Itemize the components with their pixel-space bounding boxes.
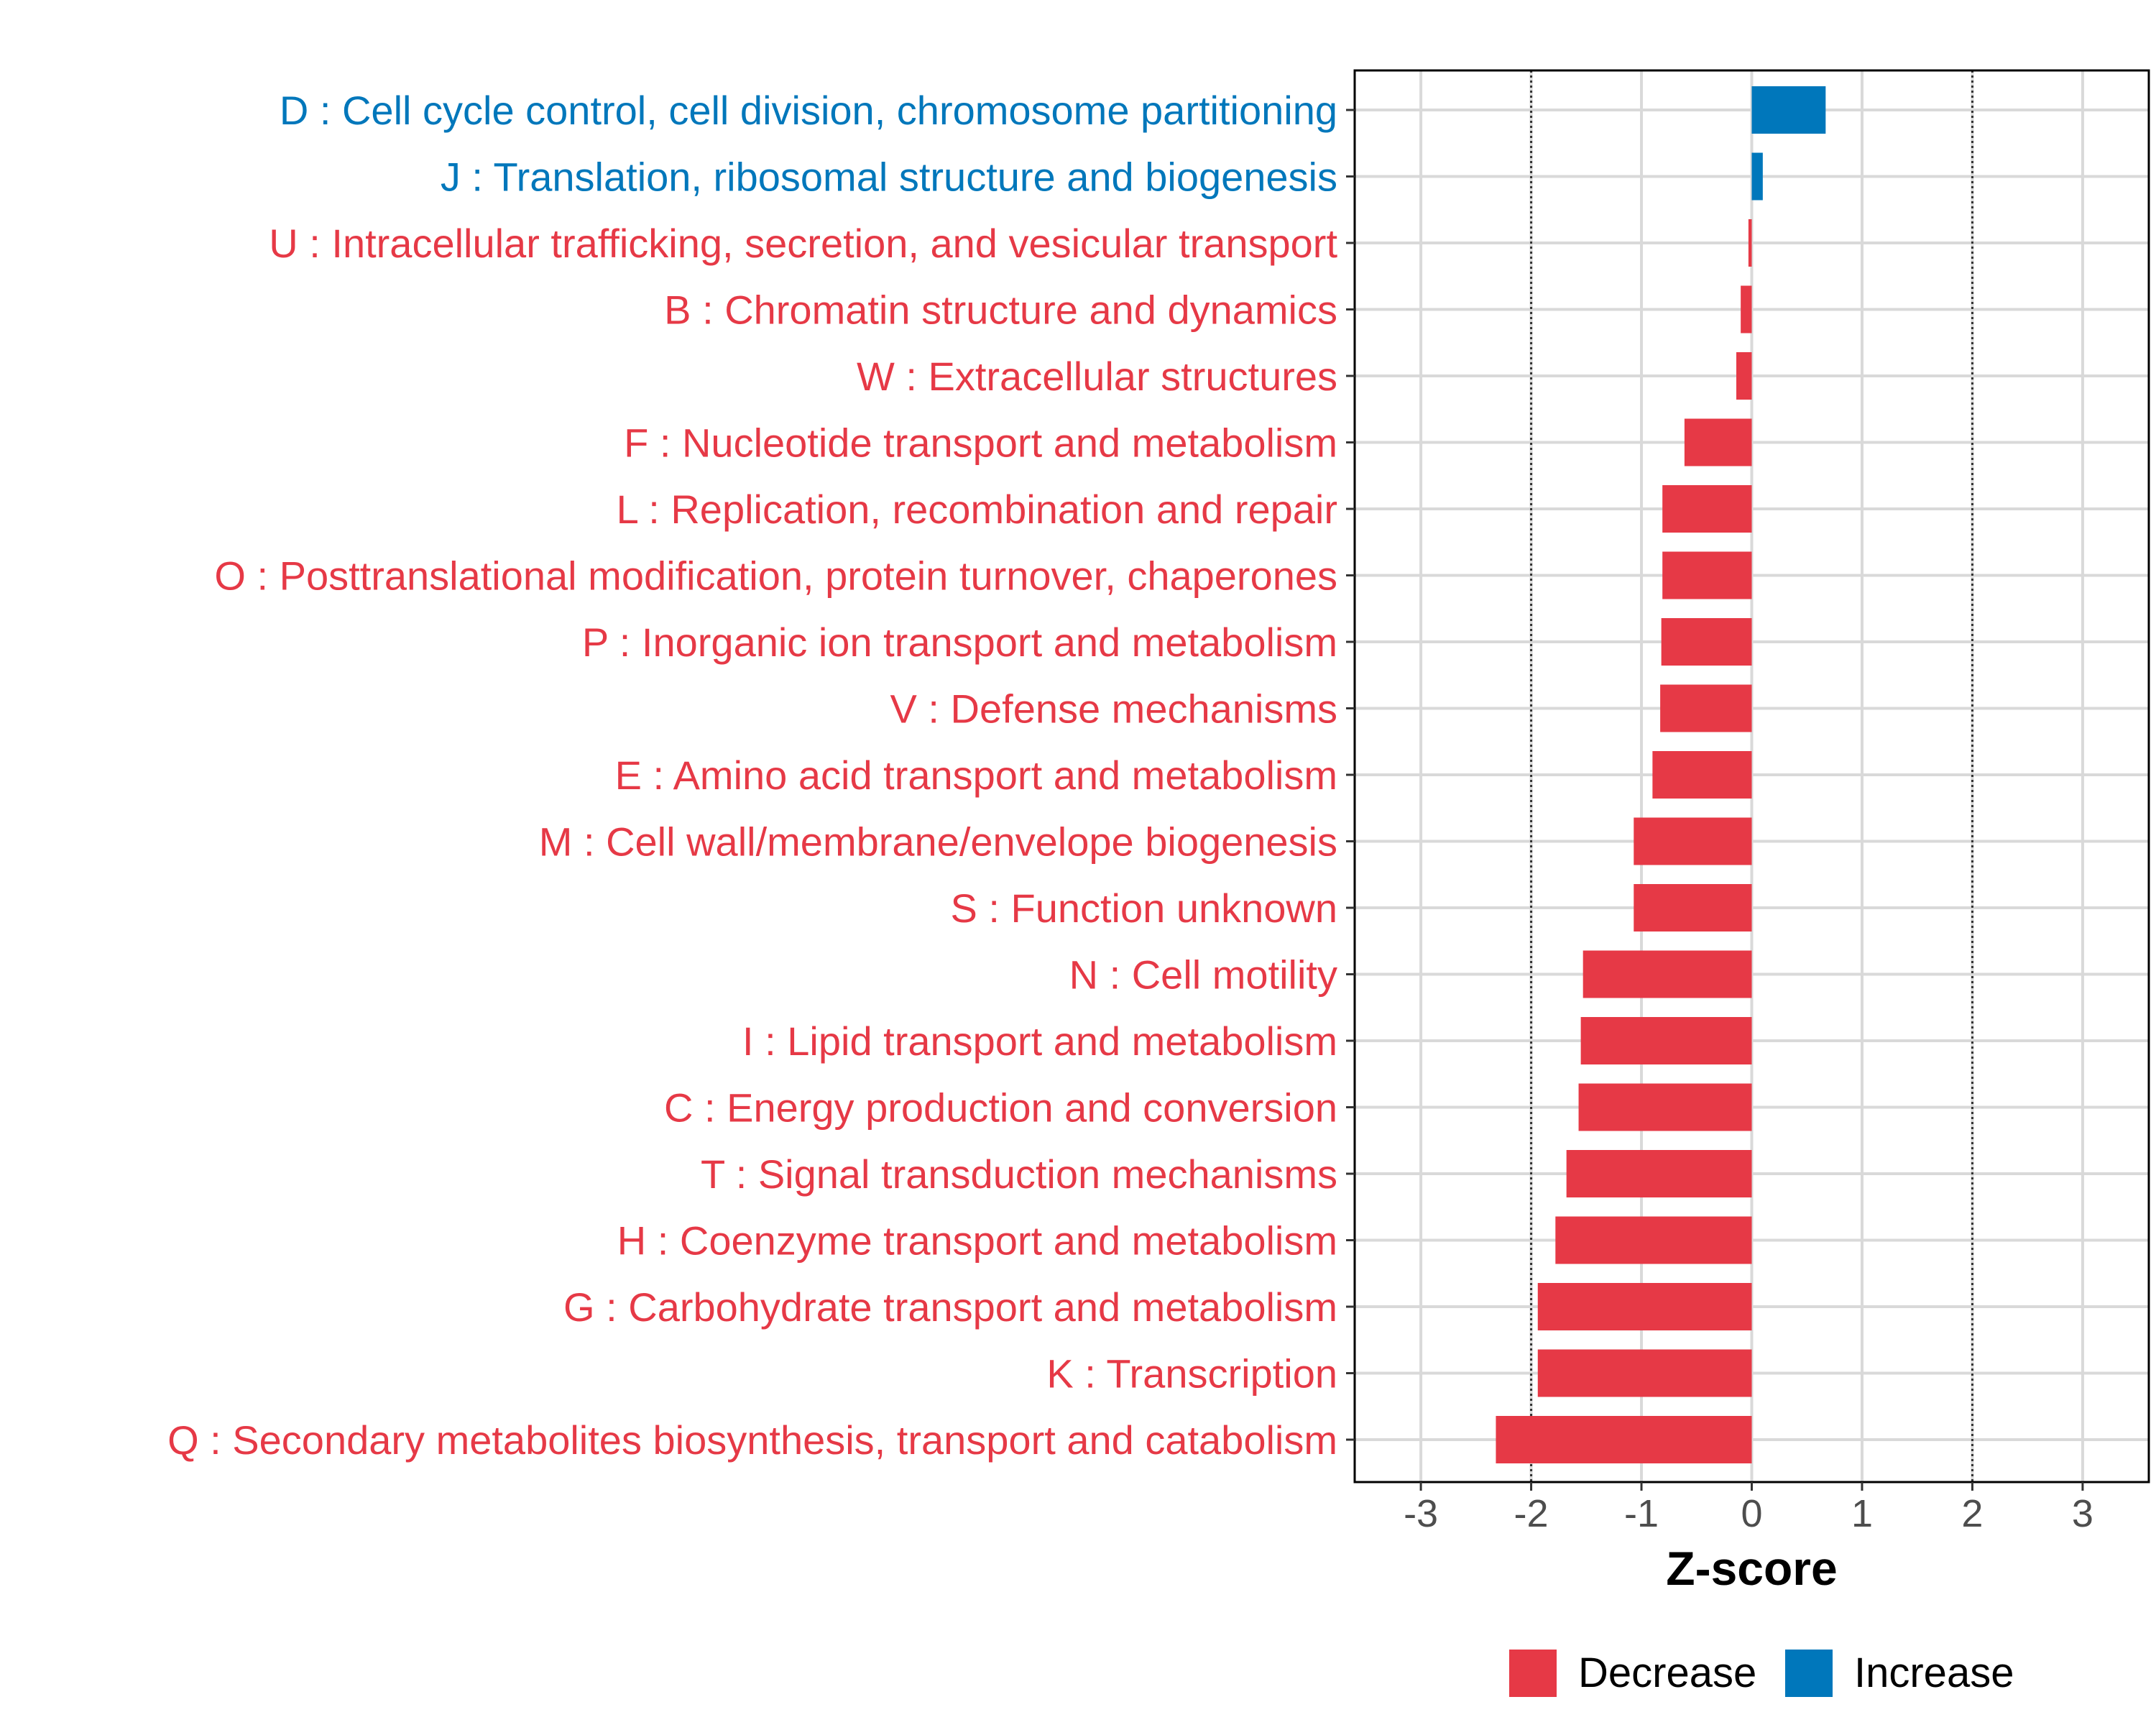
bar (1566, 1150, 1752, 1197)
legend: Decrease Increase (1509, 1650, 2014, 1697)
bar (1748, 219, 1752, 267)
category-label: D : Cell cycle control, cell division, c… (280, 88, 1337, 133)
bar (1583, 950, 1752, 998)
x-tick-label: -1 (1624, 1492, 1659, 1535)
category-label: S : Function unknown (950, 886, 1337, 931)
category-label: M : Cell wall/membrane/envelope biogenes… (539, 819, 1337, 865)
category-label: G : Carbohydrate transport and metabolis… (563, 1284, 1337, 1330)
category-label: K : Transcription (1046, 1351, 1337, 1397)
bar (1751, 86, 1826, 134)
x-tick-label: -3 (1404, 1492, 1438, 1535)
category-label: L : Replication, recombination and repai… (617, 487, 1337, 532)
legend-label: Decrease (1578, 1650, 1756, 1696)
bar (1634, 884, 1752, 932)
x-tick-label: 0 (1741, 1492, 1762, 1535)
category-label: W : Extracellular structures (857, 354, 1337, 399)
x-tick-label: 2 (1961, 1492, 1983, 1535)
category-label: I : Lipid transport and metabolism (742, 1018, 1337, 1064)
bar (1537, 1349, 1752, 1397)
category-label: F : Nucleotide transport and metabolism (624, 420, 1337, 466)
bar (1578, 1083, 1752, 1131)
legend-swatch (1785, 1650, 1833, 1697)
bar (1660, 684, 1752, 732)
bar (1662, 485, 1752, 533)
category-label: E : Amino acid transport and metabolism (615, 753, 1337, 798)
bar (1741, 285, 1752, 334)
bars (1496, 86, 1826, 1463)
legend-label: Increase (1854, 1650, 2014, 1696)
category-label: Q : Secondary metabolites biosynthesis, … (167, 1417, 1337, 1463)
y-axis-labels: D : Cell cycle control, cell division, c… (167, 88, 1337, 1463)
bar (1496, 1416, 1752, 1463)
reference-lines (1530, 70, 1973, 1482)
legend-swatch (1509, 1650, 1557, 1697)
bar (1555, 1216, 1752, 1264)
bar (1634, 817, 1752, 865)
bar (1736, 352, 1752, 400)
category-label: T : Signal transduction mechanisms (701, 1151, 1337, 1197)
x-axis-title: Z-score (1666, 1542, 1837, 1595)
x-tick-label: 1 (1851, 1492, 1873, 1535)
category-label: N : Cell motility (1069, 952, 1337, 998)
category-label: J : Translation, ribosomal structure and… (441, 155, 1337, 200)
x-tick-label: -2 (1514, 1492, 1549, 1535)
category-label: B : Chromatin structure and dynamics (664, 288, 1337, 333)
category-label: U : Intracellular trafficking, secretion… (269, 221, 1337, 266)
category-label: O : Posttranslational modification, prot… (214, 553, 1337, 599)
x-axis-ticks: -3 -2 -1 0 1 2 3 (1404, 1482, 2093, 1535)
x-tick-label: 3 (2072, 1492, 2093, 1535)
bar (1662, 551, 1752, 599)
category-label: C : Energy production and conversion (664, 1085, 1337, 1131)
y-axis-ticks (1346, 109, 1355, 1441)
bar (1580, 1017, 1752, 1064)
bar (1661, 618, 1752, 666)
category-label: V : Defense mechanisms (890, 686, 1337, 732)
category-label: P : Inorganic ion transport and metaboli… (582, 620, 1337, 665)
bar (1684, 418, 1752, 466)
bar (1751, 152, 1763, 201)
category-label: H : Coenzyme transport and metabolism (617, 1218, 1337, 1264)
bar (1652, 751, 1752, 799)
bar (1537, 1283, 1752, 1330)
